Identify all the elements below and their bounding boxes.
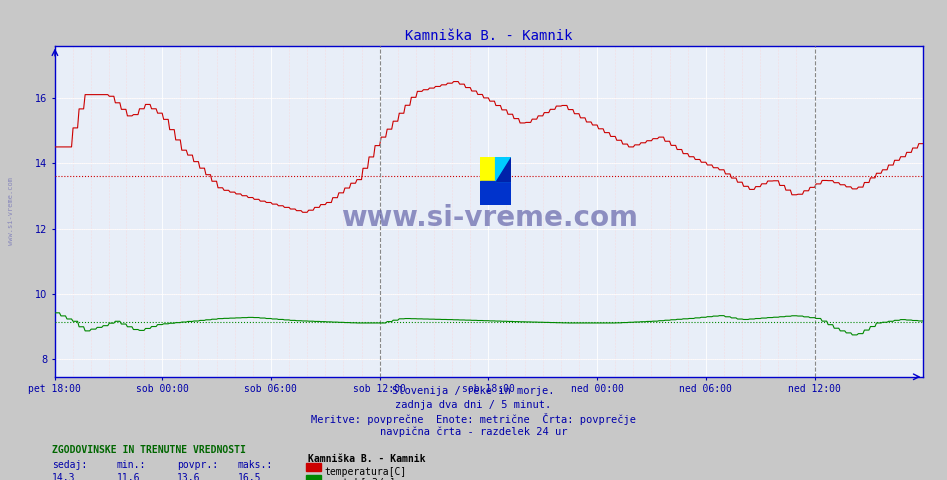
- Text: 11,6: 11,6: [116, 473, 140, 480]
- Polygon shape: [495, 156, 510, 180]
- Text: temperatura[C]: temperatura[C]: [325, 467, 407, 477]
- Polygon shape: [495, 156, 510, 180]
- Text: 14,3: 14,3: [52, 473, 76, 480]
- Text: www.si-vreme.com: www.si-vreme.com: [9, 177, 14, 245]
- Text: navpična črta - razdelek 24 ur: navpična črta - razdelek 24 ur: [380, 427, 567, 437]
- Text: Meritve: povprečne  Enote: metrične  Črta: povprečje: Meritve: povprečne Enote: metrične Črta:…: [311, 413, 636, 425]
- Text: povpr.:: povpr.:: [177, 460, 218, 470]
- Title: Kamniška B. - Kamnik: Kamniška B. - Kamnik: [405, 29, 573, 43]
- Text: pretok[m3/s]: pretok[m3/s]: [325, 478, 395, 480]
- Bar: [495, 156, 510, 180]
- Bar: [480, 180, 510, 204]
- Text: Kamniška B. - Kamnik: Kamniška B. - Kamnik: [308, 454, 425, 464]
- Text: 13,6: 13,6: [177, 473, 201, 480]
- Bar: [480, 156, 495, 180]
- Polygon shape: [495, 156, 510, 180]
- Text: Slovenija / reke in morje.: Slovenija / reke in morje.: [392, 386, 555, 396]
- Text: min.:: min.:: [116, 460, 146, 470]
- Text: ZGODOVINSKE IN TRENUTNE VREDNOSTI: ZGODOVINSKE IN TRENUTNE VREDNOSTI: [52, 445, 246, 456]
- Text: zadnja dva dni / 5 minut.: zadnja dva dni / 5 minut.: [396, 400, 551, 410]
- Text: 16,5: 16,5: [238, 473, 261, 480]
- Text: maks.:: maks.:: [238, 460, 273, 470]
- Text: www.si-vreme.com: www.si-vreme.com: [341, 204, 637, 232]
- Text: sedaj:: sedaj:: [52, 460, 87, 470]
